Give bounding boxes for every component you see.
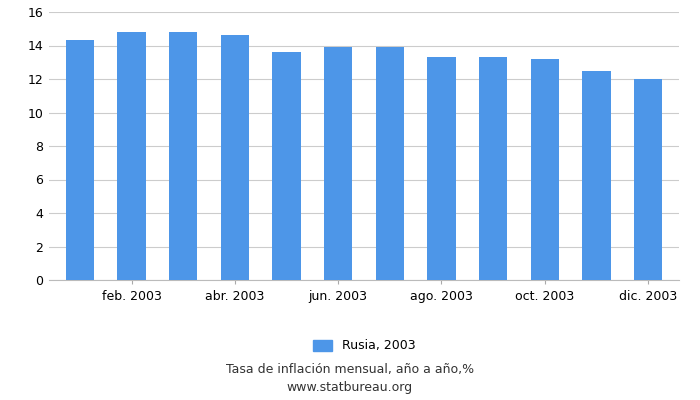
Bar <box>531 59 559 280</box>
Bar <box>324 47 352 280</box>
Text: Tasa de inflación mensual, año a año,%: Tasa de inflación mensual, año a año,% <box>226 364 474 376</box>
Bar <box>376 47 404 280</box>
Bar <box>582 71 610 280</box>
Bar <box>272 52 301 280</box>
Bar <box>169 32 197 280</box>
Bar <box>118 32 146 280</box>
Bar <box>427 57 456 280</box>
Bar <box>479 57 507 280</box>
Legend: Rusia, 2003: Rusia, 2003 <box>308 334 420 358</box>
Bar <box>220 36 249 280</box>
Bar <box>66 40 94 280</box>
Text: www.statbureau.org: www.statbureau.org <box>287 382 413 394</box>
Bar <box>634 79 662 280</box>
